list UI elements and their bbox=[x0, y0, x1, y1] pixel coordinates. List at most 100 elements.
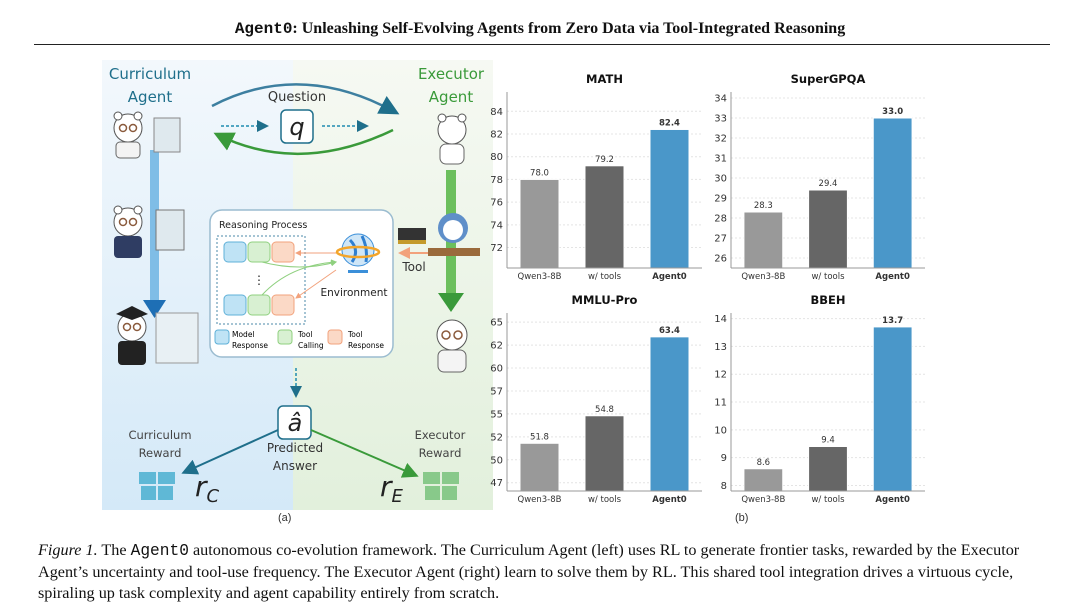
bar bbox=[743, 211, 784, 269]
curriculum-reward-label-2: Reward bbox=[139, 446, 182, 460]
chart-title: MATH bbox=[586, 72, 623, 86]
x-tick-label: Agent0 bbox=[875, 272, 910, 282]
bar bbox=[808, 446, 848, 492]
environment-globe-icon bbox=[335, 233, 381, 273]
bar bbox=[872, 326, 913, 492]
bar-value-label: 33.0 bbox=[882, 107, 903, 117]
paper-title: Agent0: Unleashing Self-Evolving Agents … bbox=[0, 20, 1080, 38]
chart-mmlu-pro: 47 50 52 55 57 60 62 65 51.8 Qwen3-8B 54.8 w/ tools… bbox=[490, 293, 702, 505]
y-tick-label: 8 bbox=[721, 481, 727, 492]
framework-diagram: Curriculum Agent Executor Agent Question… bbox=[102, 60, 493, 510]
y-tick-label: 11 bbox=[714, 398, 727, 409]
bar-value-label: 29.4 bbox=[819, 179, 838, 189]
subfigure-label-a: (a) bbox=[278, 512, 292, 524]
x-tick-label: Agent0 bbox=[652, 272, 687, 282]
executor-agent-label: Executor bbox=[418, 65, 485, 83]
y-tick-label: 62 bbox=[490, 341, 503, 352]
svg-text:Tool: Tool bbox=[347, 330, 363, 339]
y-tick-label: 78 bbox=[490, 175, 503, 186]
x-tick-label: Qwen3-8B bbox=[518, 495, 562, 505]
curriculum-reward-symbol: rC bbox=[195, 470, 220, 507]
tool-response-block bbox=[271, 294, 295, 316]
x-tick-label: w/ tools bbox=[588, 495, 622, 505]
x-tick-label: Qwen3-8B bbox=[741, 272, 785, 282]
svg-text:Response: Response bbox=[348, 341, 384, 350]
y-tick-label: 76 bbox=[490, 198, 503, 209]
environment-label: Environment bbox=[320, 287, 387, 299]
curriculum-bear-professor bbox=[116, 306, 199, 365]
bar-value-label: 8.6 bbox=[757, 458, 771, 468]
x-tick-label: w/ tools bbox=[811, 272, 845, 282]
bar bbox=[584, 165, 625, 269]
y-tick-label: 84 bbox=[490, 107, 503, 118]
title-text: : Unleashing Self-Evolving Agents from Z… bbox=[292, 20, 846, 37]
chart-supergpqa: 26 27 28 29 30 31 32 33 34 28.3 Qwen3-8B 29.4 w/ too… bbox=[714, 72, 925, 282]
y-tick-label: 30 bbox=[714, 174, 727, 185]
tool-label: Tool bbox=[401, 260, 425, 274]
chart-title: BBEH bbox=[810, 293, 845, 307]
svg-text:Model: Model bbox=[232, 330, 255, 339]
executor-bear-working bbox=[428, 213, 480, 256]
executor-bear-novice bbox=[437, 113, 467, 165]
y-tick-label: 55 bbox=[490, 409, 503, 420]
question-label: Question bbox=[268, 90, 326, 105]
svg-text:Response: Response bbox=[232, 341, 268, 350]
chart-title: MMLU-Pro bbox=[572, 293, 638, 307]
x-tick-label: Agent0 bbox=[652, 495, 687, 505]
title-agent0: Agent0 bbox=[234, 20, 293, 38]
bar bbox=[519, 442, 560, 492]
executor-gift-icon bbox=[423, 472, 459, 500]
bar bbox=[743, 468, 784, 492]
svg-text:Tool: Tool bbox=[297, 330, 313, 339]
ellipsis: ⋮ bbox=[253, 273, 265, 287]
predicted-answer-label: Predicted bbox=[267, 441, 323, 455]
y-tick-label: 52 bbox=[490, 432, 503, 443]
curriculum-bear-student bbox=[113, 111, 181, 159]
curriculum-reward-arrow bbox=[181, 429, 279, 475]
bar-value-label: 51.8 bbox=[530, 432, 549, 442]
bar-value-label: 9.4 bbox=[821, 436, 835, 446]
y-tick-label: 47 bbox=[490, 478, 503, 489]
executor-reward-arrow bbox=[310, 429, 419, 478]
x-tick-label: Qwen3-8B bbox=[741, 495, 785, 505]
x-tick-label: Qwen3-8B bbox=[518, 272, 562, 282]
caption-agent0: Agent0 bbox=[130, 542, 189, 560]
bar-value-label: 79.2 bbox=[595, 155, 614, 165]
caption-text: The bbox=[97, 541, 131, 559]
y-tick-label: 82 bbox=[490, 130, 503, 141]
executor-bear-astronaut bbox=[436, 319, 468, 373]
model-response-block bbox=[223, 241, 247, 263]
svg-text:Calling: Calling bbox=[298, 341, 324, 350]
y-tick-label: 33 bbox=[714, 114, 727, 125]
response-arrow bbox=[295, 269, 337, 299]
curriculum-gift-icon bbox=[139, 472, 175, 500]
call-arrow bbox=[261, 259, 337, 296]
subfigure-label-b: (b) bbox=[735, 512, 749, 524]
bar bbox=[649, 336, 690, 492]
executor-reward-label-2: Reward bbox=[419, 446, 462, 460]
y-tick-label: 50 bbox=[490, 455, 503, 466]
reasoning-process-title: Reasoning Process bbox=[219, 220, 307, 231]
executor-reward-symbol: rE bbox=[380, 470, 404, 507]
question-arc-arrow bbox=[211, 83, 400, 115]
y-tick-label: 72 bbox=[490, 243, 503, 254]
chart-bbeh: 8 9 10 11 12 13 14 8.6 Qwen3-8B 9.4 w/ tools 13.7 Ag… bbox=[714, 293, 925, 505]
curriculum-agent-label-2: Agent bbox=[128, 88, 173, 106]
y-tick-label: 80 bbox=[490, 152, 503, 163]
caption-text: autonomous co-evolution framework. The C… bbox=[38, 541, 1020, 602]
y-tick-label: 10 bbox=[714, 425, 727, 436]
bar-value-label: 13.7 bbox=[882, 316, 903, 326]
y-tick-label: 29 bbox=[714, 194, 727, 205]
predicted-answer-box bbox=[277, 405, 312, 440]
legend-tool-response: Tool Response bbox=[327, 329, 384, 350]
bar bbox=[872, 117, 913, 269]
curriculum-reward-label: Curriculum bbox=[128, 428, 191, 442]
question-box bbox=[280, 109, 314, 144]
y-tick-label: 9 bbox=[721, 453, 727, 464]
curriculum-arrow-head bbox=[143, 300, 166, 318]
curriculum-progress-arrow bbox=[150, 150, 159, 300]
curriculum-bear-teacher bbox=[113, 205, 185, 258]
legend-model-response: Model Response bbox=[214, 329, 268, 350]
y-tick-label: 12 bbox=[714, 370, 727, 381]
y-tick-label: 27 bbox=[714, 234, 727, 245]
